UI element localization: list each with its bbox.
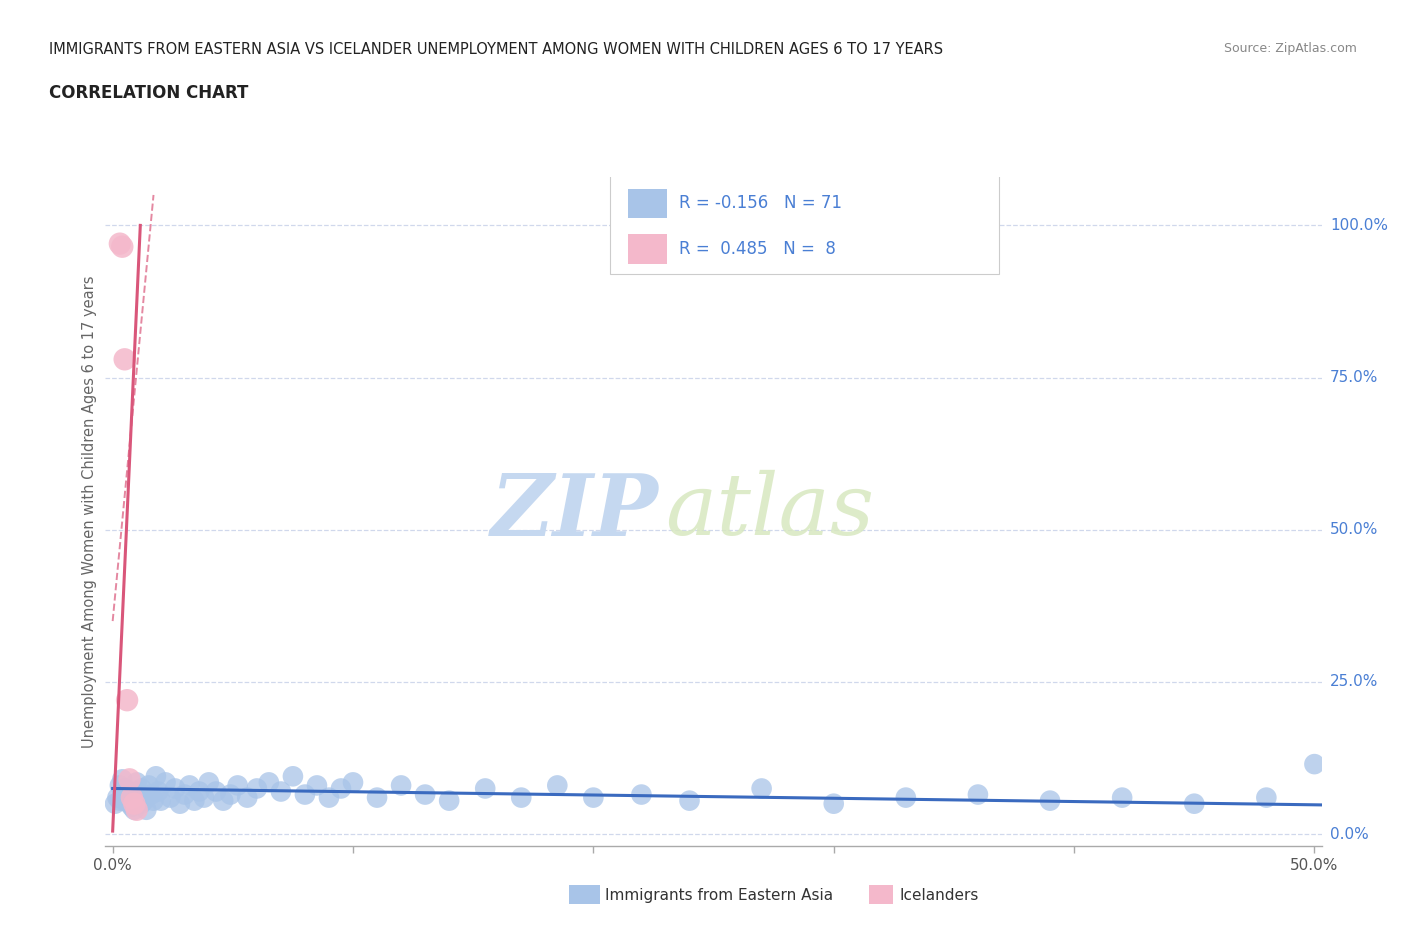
Text: 75.0%: 75.0% — [1330, 370, 1378, 385]
FancyBboxPatch shape — [610, 170, 1000, 273]
Point — [1039, 793, 1062, 808]
Point — [510, 790, 533, 805]
Point — [751, 781, 773, 796]
Point — [270, 784, 292, 799]
Text: Immigrants from Eastern Asia: Immigrants from Eastern Asia — [605, 888, 832, 903]
Point — [108, 236, 131, 251]
Point — [165, 781, 187, 796]
Text: 50.0%: 50.0% — [1330, 523, 1378, 538]
Point — [967, 787, 990, 802]
Point — [121, 799, 143, 814]
Point — [205, 784, 228, 799]
Point — [212, 793, 235, 808]
Point — [125, 784, 148, 799]
Point — [155, 775, 177, 790]
Point — [124, 793, 146, 808]
Point — [582, 790, 605, 805]
Point — [131, 796, 153, 811]
Text: ZIP: ZIP — [491, 470, 659, 553]
Point — [179, 778, 201, 793]
Point — [128, 790, 150, 805]
Point — [305, 778, 328, 793]
Point — [115, 790, 138, 805]
Point — [193, 790, 215, 805]
Point — [108, 778, 131, 793]
Point — [198, 775, 221, 790]
Point — [236, 790, 259, 805]
Point — [125, 775, 148, 790]
Point — [219, 787, 242, 802]
Point — [546, 778, 568, 793]
Point — [111, 772, 134, 787]
Text: 0.0%: 0.0% — [1330, 827, 1368, 842]
Text: CORRELATION CHART: CORRELATION CHART — [49, 84, 249, 101]
Point — [294, 787, 316, 802]
Point — [1256, 790, 1278, 805]
Point — [1303, 757, 1326, 772]
Point — [169, 796, 191, 811]
Text: R = -0.156   N = 71: R = -0.156 N = 71 — [679, 194, 842, 212]
Text: 100.0%: 100.0% — [1330, 218, 1388, 232]
Text: Icelanders: Icelanders — [900, 888, 979, 903]
FancyBboxPatch shape — [628, 234, 668, 264]
Point — [124, 803, 146, 817]
Point — [630, 787, 652, 802]
Point — [111, 787, 134, 802]
Point — [894, 790, 917, 805]
Point — [474, 781, 496, 796]
Point — [226, 778, 249, 793]
Point — [257, 775, 280, 790]
Point — [330, 781, 353, 796]
Point — [125, 803, 148, 817]
Point — [131, 781, 153, 796]
Text: R =  0.485   N =  8: R = 0.485 N = 8 — [679, 240, 837, 258]
Point — [145, 769, 167, 784]
Point — [107, 790, 129, 805]
Point — [114, 781, 136, 796]
Point — [246, 781, 269, 796]
Point — [142, 793, 165, 808]
Point — [342, 775, 364, 790]
Text: IMMIGRANTS FROM EASTERN ASIA VS ICELANDER UNEMPLOYMENT AMONG WOMEN WITH CHILDREN: IMMIGRANTS FROM EASTERN ASIA VS ICELANDE… — [49, 42, 943, 57]
Point — [149, 793, 172, 808]
Point — [437, 793, 460, 808]
Point — [159, 790, 181, 805]
Point — [148, 784, 170, 799]
Text: 25.0%: 25.0% — [1330, 674, 1378, 689]
Point — [173, 787, 195, 802]
Point — [413, 787, 436, 802]
Point — [318, 790, 340, 805]
Point — [281, 769, 304, 784]
Text: atlas: atlas — [665, 471, 875, 552]
Point — [1182, 796, 1205, 811]
Point — [104, 796, 127, 811]
Point — [823, 796, 845, 811]
Text: Source: ZipAtlas.com: Source: ZipAtlas.com — [1223, 42, 1357, 55]
Point — [139, 787, 162, 802]
Point — [121, 790, 143, 805]
Point — [366, 790, 388, 805]
Point — [118, 772, 141, 787]
Y-axis label: Unemployment Among Women with Children Ages 6 to 17 years: Unemployment Among Women with Children A… — [82, 275, 97, 748]
Point — [138, 778, 160, 793]
Point — [135, 803, 157, 817]
Point — [1111, 790, 1133, 805]
Point — [118, 796, 141, 811]
Point — [121, 787, 143, 802]
Point — [114, 793, 136, 808]
Point — [108, 793, 131, 808]
Point — [678, 793, 700, 808]
Point — [115, 693, 138, 708]
FancyBboxPatch shape — [628, 189, 668, 219]
Point — [389, 778, 412, 793]
Point — [188, 784, 211, 799]
Point — [132, 793, 155, 808]
Point — [111, 239, 134, 254]
Point — [118, 784, 141, 799]
Point — [114, 352, 136, 366]
Point — [124, 796, 146, 811]
Point — [183, 793, 205, 808]
